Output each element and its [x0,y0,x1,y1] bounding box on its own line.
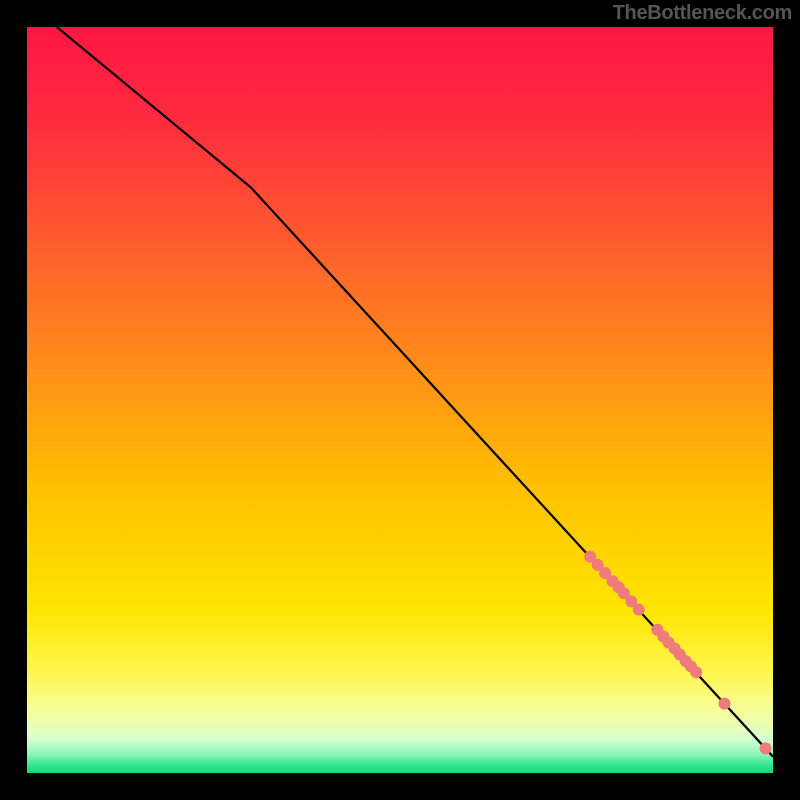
data-marker [633,604,644,615]
bottleneck-chart [0,0,800,800]
gradient-background [27,27,773,773]
data-marker [691,667,702,678]
chart-canvas: TheBottleneck.com [0,0,800,800]
data-marker [760,743,771,754]
data-marker [719,698,730,709]
